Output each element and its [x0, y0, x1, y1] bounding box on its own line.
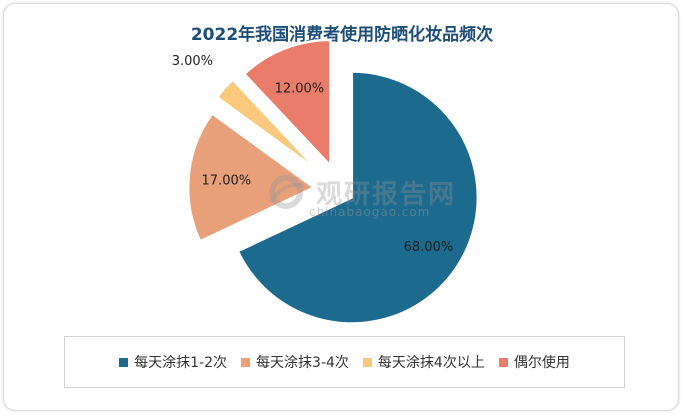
watermark-url: chinabaogao.com	[309, 205, 431, 219]
legend-swatch	[498, 357, 508, 367]
legend-label: 每天涂抹1-2次	[134, 355, 228, 371]
chart-title: 2022年我国消费者使用防晒化妆品频次	[190, 25, 494, 45]
data-label: 3.00%	[172, 54, 213, 69]
legend-label: 每天涂抹4次以上	[377, 355, 485, 371]
watermark-text: 观研报告网	[316, 180, 457, 210]
legend-item: 每天涂抹1-2次	[119, 352, 227, 372]
legend-label: 每天涂抹3-4次	[256, 355, 349, 371]
slice-3-4-times	[186, 111, 317, 243]
slice-1-2-times	[236, 70, 480, 325]
legend-item: 偶尔使用	[498, 352, 570, 372]
legend-item: 每天涂抹4次以上	[362, 352, 485, 372]
slice-occasional	[242, 38, 332, 169]
data-label: 17.00%	[202, 173, 252, 188]
legend-item: 每天涂抹3-4次	[241, 352, 349, 372]
data-label: 12.00%	[275, 81, 325, 96]
watermark-logo-icon	[268, 175, 305, 209]
data-label: 68.00%	[404, 240, 454, 255]
slice-over-4-times	[215, 77, 320, 173]
chart-legend: 每天涂抹1-2次 每天涂抹3-4次 每天涂抹4次以上 偶尔使用	[64, 336, 625, 388]
legend-label: 偶尔使用	[513, 355, 570, 371]
legend-swatch	[362, 357, 372, 367]
legend-swatch	[241, 357, 251, 367]
legend-swatch	[119, 357, 129, 367]
